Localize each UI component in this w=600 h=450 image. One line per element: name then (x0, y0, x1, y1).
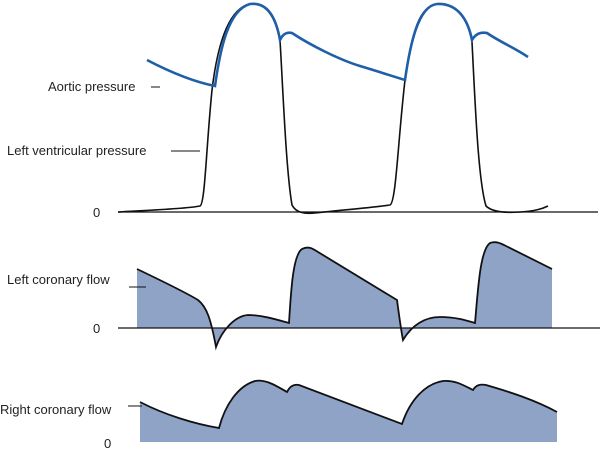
left-coronary-flow-curve (136, 241, 553, 351)
zero-label-bottom: 0 (104, 436, 111, 450)
right-coronary-panel: Right coronary flow 0 (0, 379, 558, 450)
zero-label-top: 0 (93, 205, 100, 220)
aortic-pressure-label: Aortic pressure (48, 79, 135, 94)
zero-label-middle: 0 (93, 321, 100, 336)
right-coronary-flow-label: Right coronary flow (0, 402, 112, 417)
aortic-pressure-curve (146, 2, 529, 88)
right-coronary-flow-area (140, 380, 557, 442)
left-coronary-flow-area (137, 242, 552, 347)
left-coronary-flow-label: Left coronary flow (7, 272, 110, 287)
pressure-panel: Aortic pressure Left ventricular pressur… (7, 2, 598, 220)
left-coronary-panel: Left coronary flow 0 (7, 241, 600, 351)
right-coronary-flow-curve (139, 379, 558, 430)
lv-pressure-label: Left ventricular pressure (7, 143, 146, 158)
lv-pressure-curve (117, 3, 549, 215)
